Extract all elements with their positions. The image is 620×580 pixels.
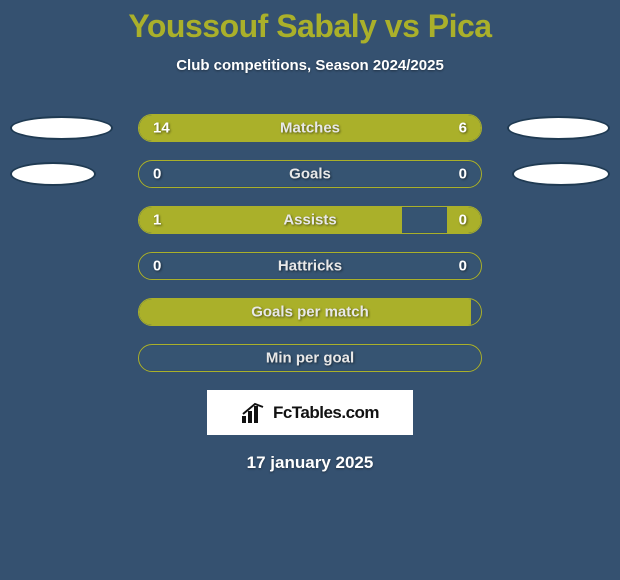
brand-text: FcTables.com (273, 403, 379, 423)
stat-row: Min per goal (138, 344, 482, 372)
stat-bar: 1 0 Assists (138, 206, 482, 234)
subtitle: Club competitions, Season 2024/2025 (0, 57, 620, 74)
stat-value-left: 0 (153, 258, 161, 275)
stat-value-right: 6 (459, 120, 467, 137)
stat-label: Assists (283, 212, 336, 229)
stat-row: 14 6 Matches (138, 114, 482, 142)
stat-value-left: 14 (153, 120, 170, 137)
stat-label: Matches (280, 120, 340, 137)
player-badge-left (10, 162, 96, 186)
stat-value-right: 0 (459, 258, 467, 275)
stat-label: Min per goal (266, 350, 354, 367)
stat-row: Goals per match (138, 298, 482, 326)
page-title: Youssouf Sabaly vs Pica (0, 8, 620, 45)
stat-bar: 0 0 Goals (138, 160, 482, 188)
stat-bar: Goals per match (138, 298, 482, 326)
stat-row: 0 0 Goals (138, 160, 482, 188)
stat-label: Hattricks (278, 258, 342, 275)
stat-value-left: 1 (153, 212, 161, 229)
date-label: 17 january 2025 (0, 453, 620, 473)
player-badge-left (10, 116, 113, 140)
player-badge-right (507, 116, 610, 140)
stat-bar: Min per goal (138, 344, 482, 372)
brand-badge: FcTables.com (207, 390, 413, 435)
fill-left (139, 207, 402, 233)
stat-row: 1 0 Assists (138, 206, 482, 234)
stat-label: Goals (289, 166, 331, 183)
stat-bar: 0 0 Hattricks (138, 252, 482, 280)
stat-value-right: 0 (459, 212, 467, 229)
bar-chart-icon (241, 402, 267, 424)
stat-label: Goals per match (251, 304, 369, 321)
stat-row: 0 0 Hattricks (138, 252, 482, 280)
player-badge-right (512, 162, 610, 186)
stat-bar: 14 6 Matches (138, 114, 482, 142)
stat-value-left: 0 (153, 166, 161, 183)
stat-value-right: 0 (459, 166, 467, 183)
